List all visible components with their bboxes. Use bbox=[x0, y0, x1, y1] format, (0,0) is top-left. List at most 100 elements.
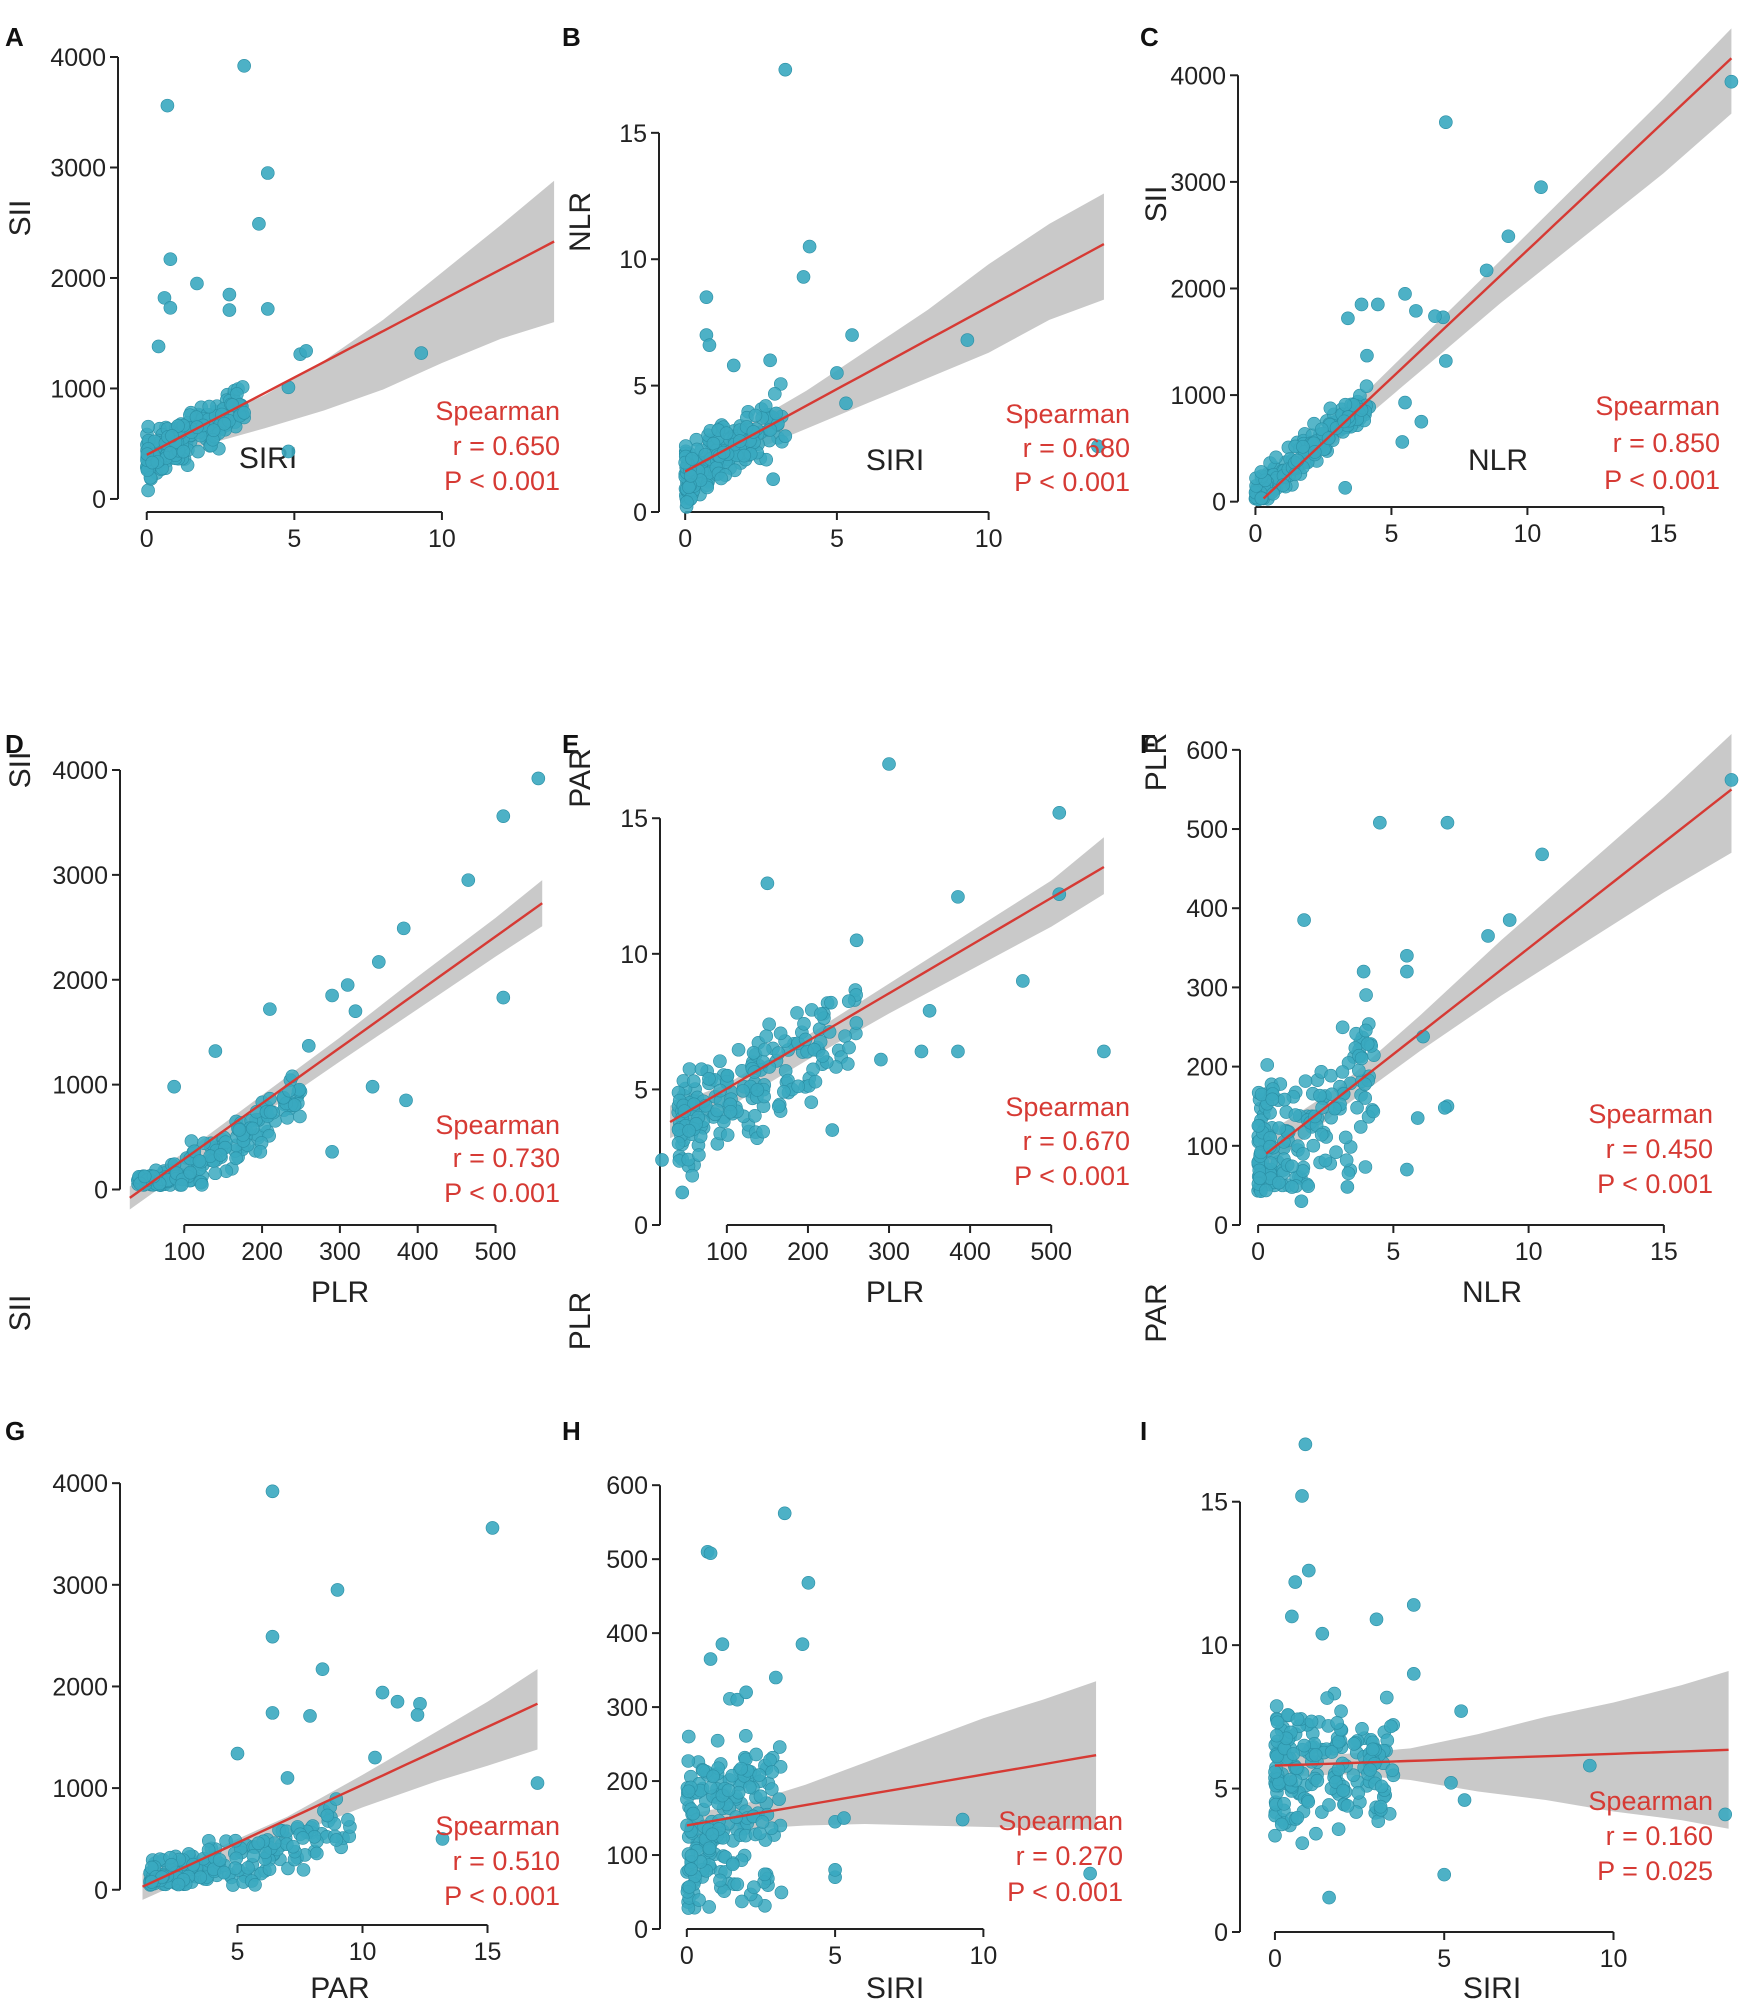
scatter-point bbox=[1338, 1130, 1353, 1145]
scatter-point bbox=[191, 444, 205, 459]
scatter-point bbox=[530, 1776, 545, 1790]
scatter-point bbox=[222, 287, 237, 302]
y-tick-label: 0 bbox=[1214, 1212, 1228, 1240]
scatter-point bbox=[208, 1166, 223, 1181]
scatter-point bbox=[245, 1121, 260, 1136]
x-axis-label: PLR bbox=[866, 1276, 924, 1309]
stat-r: r = 0.680 bbox=[1023, 433, 1130, 463]
scatter-point bbox=[265, 1629, 280, 1644]
y-axis-label: PLR bbox=[564, 1292, 597, 1350]
scatter-point bbox=[801, 1576, 816, 1590]
scatter-point bbox=[1323, 401, 1338, 416]
stat-r: r = 0.670 bbox=[1023, 1126, 1130, 1156]
scatter-point bbox=[778, 62, 793, 77]
scatter-point bbox=[496, 990, 511, 1005]
scatter-point bbox=[714, 471, 728, 486]
scatter-point bbox=[1373, 815, 1387, 830]
scatter-point bbox=[1398, 287, 1412, 301]
scatter-point bbox=[1363, 1763, 1377, 1777]
scatter-point bbox=[1318, 1153, 1333, 1168]
scatter-point bbox=[365, 1079, 380, 1094]
scatter-point bbox=[1534, 180, 1548, 195]
scatter-point bbox=[681, 1784, 696, 1799]
scatter-point bbox=[315, 1662, 330, 1676]
confidence-band bbox=[1266, 734, 1732, 1170]
scatter-point bbox=[202, 399, 217, 414]
fit-line bbox=[1265, 788, 1733, 1155]
scatter-point bbox=[1718, 1807, 1733, 1822]
scatter-point bbox=[1320, 1691, 1334, 1705]
fit-line bbox=[669, 865, 1105, 1124]
scatter-point bbox=[1354, 297, 1369, 312]
x-axis-label: SIRI bbox=[866, 444, 924, 477]
scatter-point bbox=[183, 1165, 198, 1180]
scatter-point bbox=[1350, 1100, 1364, 1115]
scatter-point bbox=[1374, 1779, 1389, 1794]
scatter-point bbox=[237, 405, 251, 420]
scatter-points bbox=[140, 59, 429, 498]
scatter-point bbox=[773, 1026, 788, 1041]
scatter-point bbox=[1406, 1598, 1421, 1612]
scatter-point bbox=[824, 995, 838, 1010]
scatter-point bbox=[1285, 1159, 1299, 1174]
scatter-point bbox=[1373, 1799, 1388, 1814]
scatter-point bbox=[838, 1029, 852, 1043]
scatter-point bbox=[1335, 1020, 1350, 1035]
scatter-point bbox=[685, 452, 699, 466]
scatter-point bbox=[739, 1685, 753, 1700]
x-tick-label: 0 bbox=[1248, 520, 1262, 548]
x-axis-label: PLR bbox=[311, 1276, 369, 1309]
scatter-point bbox=[1336, 1783, 1350, 1798]
scatter-point bbox=[778, 429, 793, 443]
y-tick-label: 0 bbox=[634, 1916, 648, 1944]
scatter-point bbox=[756, 1124, 770, 1139]
x-tick-label: 200 bbox=[787, 1238, 829, 1266]
x-tick-label: 15 bbox=[1650, 1238, 1678, 1266]
scatter-point bbox=[1254, 465, 1269, 479]
scatter-point bbox=[1331, 1822, 1346, 1837]
scatter-point bbox=[725, 1857, 740, 1872]
scatter-point bbox=[1297, 913, 1311, 927]
scatter-point bbox=[1338, 397, 1353, 412]
scatter-point bbox=[1359, 1023, 1373, 1038]
scatter-point bbox=[797, 1016, 811, 1031]
scatter-point bbox=[163, 446, 178, 460]
x-tick-label: 0 bbox=[678, 525, 692, 553]
scatter-point bbox=[804, 1095, 819, 1110]
scatter-point bbox=[390, 1694, 405, 1709]
scatter-point bbox=[726, 358, 741, 373]
y-axis-label: SII bbox=[4, 752, 37, 789]
stat-p: P < 0.001 bbox=[1014, 1161, 1130, 1191]
scatter-point bbox=[721, 1783, 736, 1798]
x-tick-label: 0 bbox=[1251, 1238, 1265, 1266]
scatter-point bbox=[167, 1079, 181, 1094]
scatter-point bbox=[1406, 1667, 1421, 1681]
scatter-point bbox=[1501, 229, 1516, 244]
scatter-point bbox=[137, 1169, 152, 1184]
y-tick-label: 0 bbox=[92, 486, 106, 514]
scatter-point bbox=[1083, 1866, 1097, 1881]
scatter-point bbox=[281, 444, 296, 459]
panel-letter: A bbox=[5, 22, 24, 52]
scatter-point bbox=[845, 328, 859, 342]
scatter-point bbox=[742, 1780, 757, 1795]
scatter-point bbox=[682, 1062, 697, 1076]
scatter-point bbox=[748, 1109, 762, 1123]
scatter-point bbox=[1360, 1037, 1375, 1051]
scatter-point bbox=[837, 1811, 851, 1825]
scatter-point bbox=[702, 1900, 716, 1914]
x-axis-label: SIRI bbox=[1463, 1972, 1521, 2005]
scatter-point bbox=[1288, 1108, 1303, 1122]
scatter-point bbox=[1358, 1091, 1373, 1105]
scatter-point bbox=[1371, 1814, 1386, 1829]
scatter-point bbox=[190, 276, 204, 291]
scatter-point bbox=[145, 455, 160, 470]
scatter-point bbox=[702, 1841, 717, 1856]
scatter-point bbox=[1296, 1147, 1310, 1161]
scatter-point bbox=[1354, 1051, 1369, 1066]
confidence-band bbox=[685, 193, 1104, 482]
scatter-point bbox=[1251, 1118, 1266, 1133]
scatter-point bbox=[1016, 974, 1030, 988]
x-tick-label: 15 bbox=[1650, 520, 1678, 548]
